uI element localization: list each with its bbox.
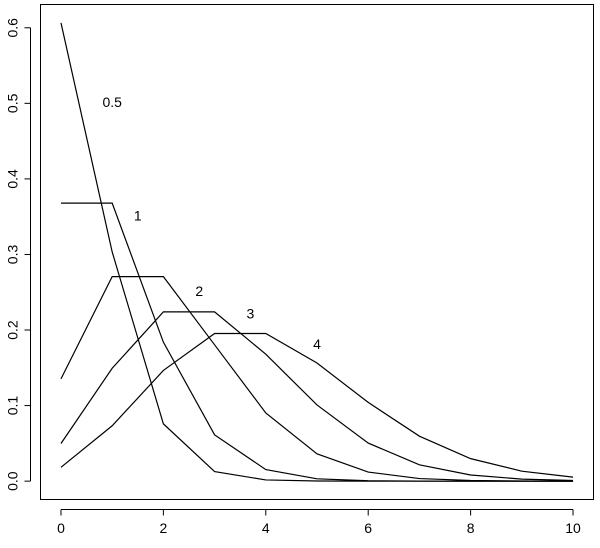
- series-label: 4: [313, 336, 321, 352]
- series-label: 0.5: [102, 94, 122, 110]
- series-line: [60, 311, 574, 482]
- series-line: [60, 332, 574, 478]
- y-tick-label: 0.0: [5, 471, 21, 491]
- series-label: 1: [134, 207, 142, 223]
- series-label: 2: [195, 283, 203, 299]
- y-tick-label: 0.3: [5, 245, 21, 265]
- x-tick-label: 2: [159, 520, 167, 536]
- x-tick-label: 6: [364, 520, 372, 536]
- y-tick-label: 0.2: [5, 320, 21, 340]
- x-tick-label: 8: [467, 520, 475, 536]
- series-label: 3: [247, 306, 255, 322]
- y-tick-label: 0.4: [5, 169, 21, 189]
- x-tick-label: 4: [262, 520, 270, 536]
- y-tick-label: 0.1: [5, 396, 21, 416]
- plot-box: [40, 4, 594, 500]
- y-tick-label: 0.6: [5, 18, 21, 38]
- x-tick-label: 0: [57, 520, 65, 536]
- y-tick-label: 0.5: [5, 93, 21, 113]
- x-tick-label: 10: [565, 520, 581, 536]
- series-line: [60, 22, 574, 482]
- series-line: [60, 275, 574, 482]
